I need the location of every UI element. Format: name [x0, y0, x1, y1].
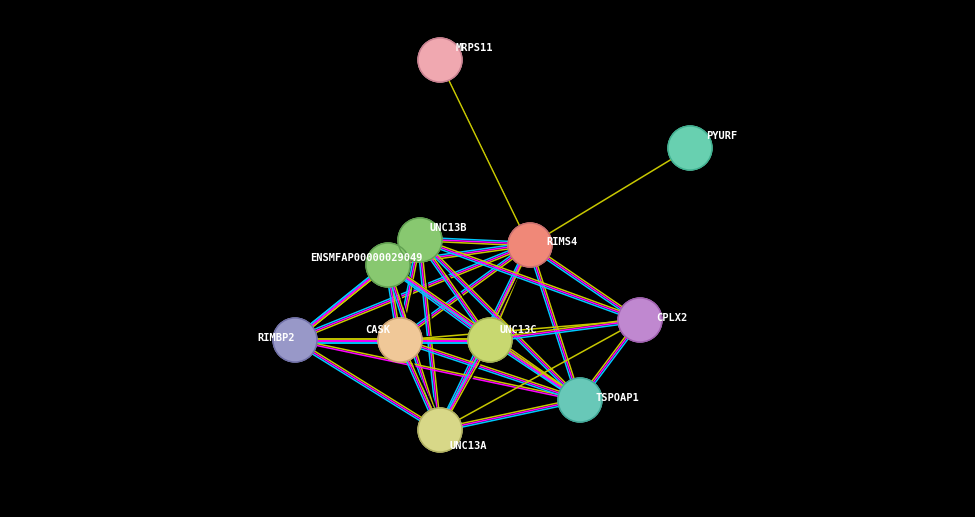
Circle shape: [418, 408, 462, 452]
Circle shape: [378, 318, 422, 362]
Circle shape: [273, 318, 317, 362]
Circle shape: [418, 38, 462, 82]
Circle shape: [668, 126, 712, 170]
Text: MRPS11: MRPS11: [456, 43, 493, 53]
Circle shape: [508, 223, 552, 267]
Circle shape: [366, 243, 410, 287]
Text: UNC13B: UNC13B: [430, 223, 467, 233]
Text: TSPOAP1: TSPOAP1: [596, 393, 640, 403]
Text: UNC13A: UNC13A: [450, 441, 488, 451]
Text: ENSMFAP00000029049: ENSMFAP00000029049: [310, 253, 422, 263]
Text: PYURF: PYURF: [706, 131, 737, 141]
Circle shape: [558, 378, 602, 422]
Text: CPLX2: CPLX2: [656, 313, 687, 323]
Circle shape: [618, 298, 662, 342]
Text: RIMS4: RIMS4: [546, 237, 577, 247]
Circle shape: [398, 218, 442, 262]
Text: RIMBP2: RIMBP2: [257, 333, 294, 343]
Circle shape: [468, 318, 512, 362]
Text: UNC13C: UNC13C: [500, 325, 537, 335]
Text: CASK: CASK: [365, 325, 390, 335]
